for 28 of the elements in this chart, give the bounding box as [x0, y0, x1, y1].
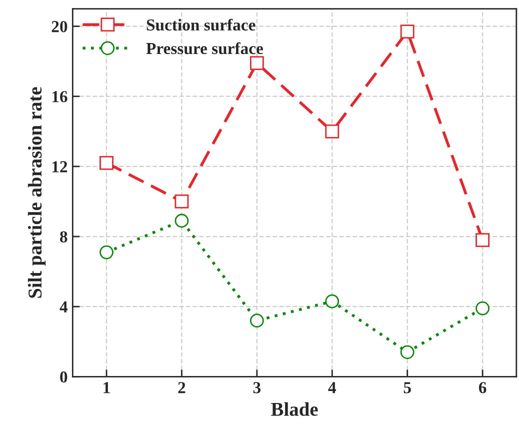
y-tick-label: 12	[52, 161, 68, 172]
x-tick-label: 1	[104, 382, 110, 394]
x-tick-label: 2	[178, 382, 186, 394]
y-tick-label: 8	[60, 231, 68, 242]
point	[250, 56, 264, 70]
x-tick-label: 5	[404, 382, 411, 394]
legend-label: Suction surface	[146, 18, 256, 31]
y-tick-label: 0	[60, 371, 68, 383]
point	[325, 294, 340, 308]
x-tick-label: 3	[253, 382, 261, 394]
y-tick-label: 20	[52, 20, 68, 32]
y-axis-title: Silt particle abrasion rate	[28, 87, 46, 298]
x-axis-title: Blade	[271, 402, 318, 416]
point	[476, 233, 490, 247]
point	[400, 24, 414, 38]
y-tick-label: 16	[52, 91, 68, 102]
x-tick-label: 4	[328, 382, 336, 394]
point	[400, 345, 414, 360]
legend-label: Pressure surface	[146, 42, 263, 54]
y-tick-label: 4	[60, 301, 68, 312]
point	[174, 194, 189, 208]
point	[250, 314, 264, 328]
point	[476, 301, 490, 316]
point	[100, 245, 114, 260]
point	[100, 156, 114, 170]
x-tick-label: 6	[478, 382, 486, 394]
point	[174, 214, 189, 228]
point	[325, 124, 340, 138]
